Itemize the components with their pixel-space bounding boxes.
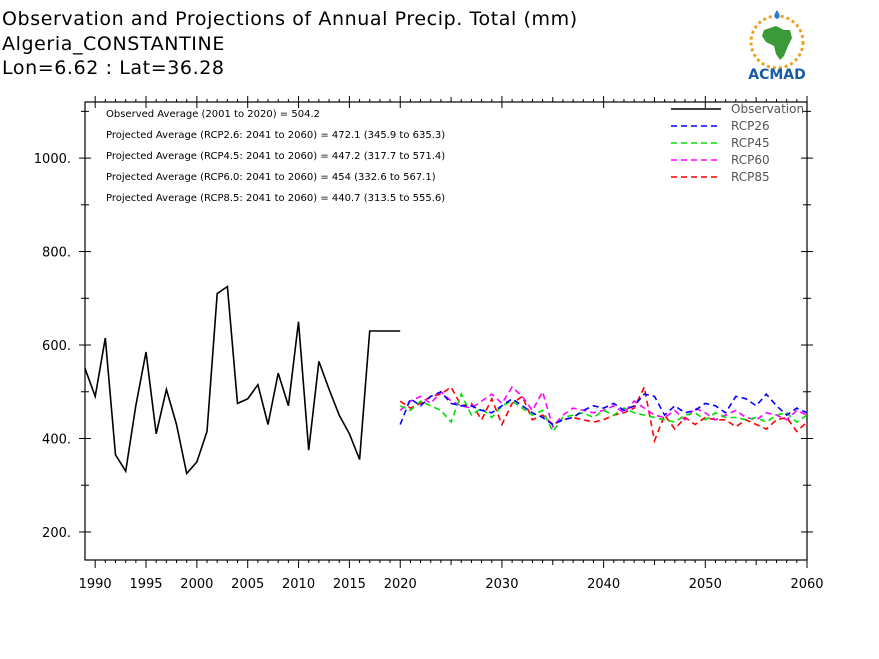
- x-tick-label: 2050: [689, 577, 722, 592]
- y-tick-label: 1000.: [34, 152, 71, 167]
- series-line-rcp85: [399, 384, 808, 444]
- legend-label: RCP85: [731, 170, 770, 184]
- location-label: Algeria_CONSTANTINE: [2, 33, 225, 55]
- legend-label: Observation: [731, 102, 804, 116]
- series-line-rcp26: [399, 390, 808, 426]
- y-tick-label: 200.: [42, 526, 71, 541]
- plot-frame: [84, 101, 808, 561]
- x-tick-label: 2030: [485, 577, 518, 592]
- acmad-logo: ACMAD: [748, 10, 806, 83]
- stats-block: Observed Average (2001 to 2020) = 504.2 P…: [106, 109, 445, 204]
- legend-label: RCP60: [731, 153, 770, 167]
- chart-title: Observation and Projections of Annual Pr…: [2, 8, 578, 30]
- stat-line: Observed Average (2001 to 2020) = 504.2: [106, 109, 320, 120]
- y-tick-label: 600.: [42, 339, 71, 354]
- series-line-observation: [84, 285, 401, 476]
- stat-line: Projected Average (RCP4.5: 2041 to 2060)…: [106, 151, 445, 162]
- africa-map-sun-icon: [749, 10, 805, 70]
- x-tick-label: 2060: [790, 577, 823, 592]
- series-line-rcp60: [399, 385, 808, 429]
- x-tick-label: 2005: [231, 577, 264, 592]
- stat-line: Projected Average (RCP6.0: 2041 to 2060)…: [106, 172, 436, 183]
- acmad-logo-text: ACMAD: [748, 67, 806, 83]
- y-tick-label: 800.: [42, 246, 71, 261]
- coordinates-label: Lon=6.62 : Lat=36.28: [2, 57, 225, 79]
- x-tick-label: 2020: [384, 577, 417, 592]
- x-tick-label: 1990: [79, 577, 112, 592]
- x-tick-label: 2000: [180, 577, 213, 592]
- stat-line: Projected Average (RCP8.5: 2041 to 2060)…: [106, 193, 445, 204]
- x-tick-label: 1995: [129, 577, 162, 592]
- stat-line: Projected Average (RCP2.6: 2041 to 2060)…: [106, 130, 445, 141]
- chart-legend: Observation RCP26 RCP45 RCP60 RCP85: [671, 102, 804, 184]
- x-tick-label: 2010: [282, 577, 315, 592]
- series-lines: [84, 285, 808, 476]
- legend-label: RCP26: [731, 119, 770, 133]
- y-tick-label: 400.: [42, 432, 71, 447]
- x-tick-label: 2015: [333, 577, 366, 592]
- x-tick-label: 2040: [587, 577, 620, 592]
- legend-label: RCP45: [731, 136, 770, 150]
- plot-axes: 200. 400. 600. 800. 1000. 1990 1995 2000 2005 201…: [34, 96, 824, 592]
